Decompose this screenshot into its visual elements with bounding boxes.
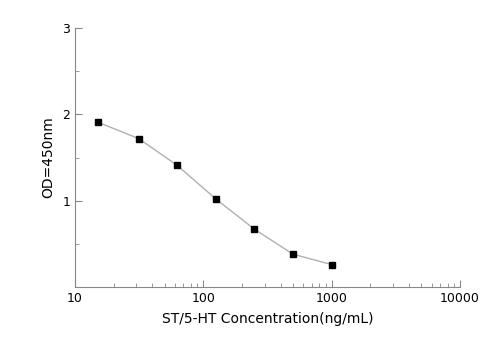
X-axis label: ST/5-HT Concentration(ng/mL): ST/5-HT Concentration(ng/mL) bbox=[162, 312, 373, 326]
Y-axis label: OD=450nm: OD=450nm bbox=[42, 117, 56, 198]
